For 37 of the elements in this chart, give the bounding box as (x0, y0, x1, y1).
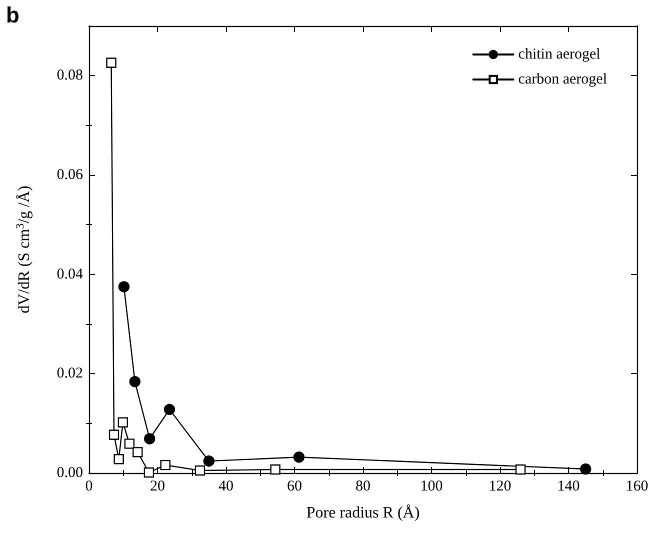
point (118, 417, 128, 428)
point (160, 460, 170, 470)
y-tick-label: 0.04 (56, 266, 84, 282)
point (129, 376, 140, 388)
point (203, 455, 214, 467)
x-tick-label: 0 (85, 478, 93, 494)
point (580, 463, 592, 475)
x-axis-title: Pore radius R (Å) (306, 504, 420, 522)
point (194, 465, 206, 476)
point (293, 452, 305, 463)
x-tick-label: 160 (626, 478, 648, 494)
point (106, 58, 116, 68)
point (270, 464, 280, 475)
y-tick-label: 0.00 (56, 465, 83, 481)
x-tick-label: 40 (218, 478, 234, 494)
y-axis-title: dV/dR (S cm3/g /Å) (14, 186, 33, 314)
y-tick-label: 0.06 (56, 167, 84, 183)
x-tick-label: 60 (287, 478, 302, 494)
point (114, 454, 124, 464)
legend-label: carbon aerogel (518, 72, 608, 88)
legend-label: chitin aerogel (518, 46, 600, 62)
point (118, 281, 130, 292)
x-tick-label: 140 (557, 478, 580, 494)
point (108, 430, 120, 440)
x-tick-label: 80 (356, 478, 370, 494)
point (144, 433, 156, 444)
point (132, 447, 143, 458)
text: b (6, 2, 20, 28)
point (124, 438, 135, 449)
y-tick-label: 0.08 (56, 68, 83, 84)
x-tick-label: 120 (488, 478, 512, 494)
point (164, 404, 176, 416)
x-tick-label: 20 (150, 478, 165, 494)
point (515, 464, 526, 475)
x-tick-label: 100 (420, 478, 443, 494)
point (144, 467, 154, 478)
y-tick-label: 0.02 (56, 366, 83, 382)
